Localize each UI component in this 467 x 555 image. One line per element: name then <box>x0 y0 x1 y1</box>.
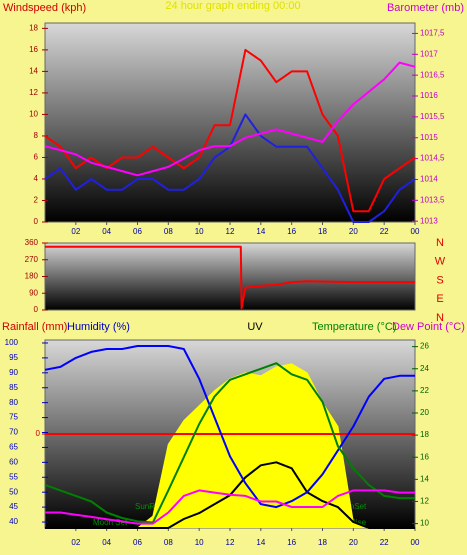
y-tick-label: 90 <box>9 368 18 377</box>
x-tick-label: 08 <box>164 538 173 547</box>
direction-label: W <box>435 256 446 268</box>
x-tick-label: 10 <box>195 538 204 547</box>
x-tick-label: 20 <box>349 538 358 547</box>
y2-tick-label: 1014 <box>420 175 438 184</box>
y-tick-label: 18 <box>29 23 38 32</box>
y2-tick-label: 1013,5 <box>420 195 445 204</box>
x-tick-label: 16 <box>287 227 296 236</box>
x-tick-label: 10 <box>195 227 204 236</box>
y-tick-label: 40 <box>9 517 18 526</box>
y-tick-label: 10 <box>29 110 38 119</box>
x-tick-label: 00 <box>411 227 420 236</box>
direction-label: S <box>436 274 443 286</box>
direction-label: N <box>436 237 444 249</box>
y-tick-label: 4 <box>34 174 39 183</box>
y2-tick-label: 14 <box>420 474 429 483</box>
y-tick-label: 55 <box>9 472 18 481</box>
x-tick-label: 18 <box>318 227 327 236</box>
y-tick-label: 65 <box>9 443 18 452</box>
x-tick-label: 06 <box>133 227 142 236</box>
y2-tick-label: 1016,5 <box>420 70 445 79</box>
annotation: Moon Set <box>93 518 128 527</box>
humidity-label: Humidity (%) <box>67 321 130 333</box>
x-tick-label: 08 <box>164 227 173 236</box>
x-tick-label: 02 <box>71 227 80 236</box>
y-tick-label: 60 <box>9 457 18 466</box>
annotation: SunRise <box>135 502 166 511</box>
x-tick-label: 04 <box>102 538 111 547</box>
series-line <box>44 362 415 524</box>
direction-label: E <box>436 293 443 305</box>
y2-tick-label: 24 <box>420 364 429 373</box>
x-tick-label: 06 <box>133 538 142 547</box>
y-tick-label: 75 <box>9 413 18 422</box>
y2-tick-label: 1016 <box>420 91 438 100</box>
y2-tick-label: 1013 <box>420 216 438 225</box>
y2-tick-label: 26 <box>420 342 429 351</box>
x-tick-label: 14 <box>256 227 265 236</box>
y-tick-label: 45 <box>9 502 18 511</box>
rain-label: Rainfall (mm) <box>2 321 67 333</box>
dewpoint-label: Dew Point (°C) <box>392 321 465 333</box>
x-tick-label: 22 <box>380 538 389 547</box>
uv-label: UV <box>247 321 263 333</box>
y3-tick-label: 0 <box>36 429 41 438</box>
y2-tick-label: 22 <box>420 386 429 395</box>
y2-tick-label: 18 <box>420 430 429 439</box>
y-tick-label: 0 <box>34 305 39 314</box>
y-tick-label: 12 <box>29 88 38 97</box>
y-tick-label: 90 <box>29 288 38 297</box>
y-tick-label: 70 <box>9 428 18 437</box>
barometer-label: Barometer (mb) <box>387 2 464 14</box>
title: 24 hour graph ending 00:00 <box>165 0 300 12</box>
x-tick-label: 12 <box>226 538 235 547</box>
y-tick-label: 2 <box>34 196 39 205</box>
y-tick-label: 6 <box>34 153 39 162</box>
y2-tick-label: 1015,5 <box>420 112 445 121</box>
y2-tick-label: 1017 <box>420 49 438 58</box>
y-tick-label: 0 <box>34 217 39 226</box>
series-line <box>44 48 416 213</box>
x-tick-label: 04 <box>102 227 111 236</box>
series-line <box>45 245 415 310</box>
wind-label: Windspeed (kph) <box>3 2 86 14</box>
y-tick-label: 85 <box>9 383 18 392</box>
x-tick-label: 18 <box>318 538 327 547</box>
y2-tick-label: 20 <box>420 408 429 417</box>
y-tick-label: 14 <box>29 67 38 76</box>
y2-tick-label: 12 <box>420 497 429 506</box>
x-tick-label: 02 <box>71 538 80 547</box>
y-tick-label: 180 <box>25 272 39 281</box>
x-tick-label: 14 <box>256 538 265 547</box>
y2-tick-label: 1017,5 <box>420 29 445 38</box>
y2-tick-label: 16 <box>420 452 429 461</box>
temperature-label: Temperature (°C) <box>312 321 396 333</box>
y2-tick-label: 1014,5 <box>420 154 445 163</box>
y-tick-label: 95 <box>9 353 18 362</box>
y-tick-label: 360 <box>25 238 39 247</box>
y-tick-label: 50 <box>9 487 18 496</box>
x-tick-label: 20 <box>349 227 358 236</box>
x-tick-label: 16 <box>287 538 296 547</box>
y2-tick-label: 10 <box>420 519 429 528</box>
x-tick-label: 12 <box>226 227 235 236</box>
x-tick-label: 00 <box>411 538 420 547</box>
direction-label: N <box>436 312 444 324</box>
x-tick-label: 22 <box>380 227 389 236</box>
y-tick-label: 100 <box>5 338 19 347</box>
series-line <box>44 61 416 177</box>
y-tick-label: 80 <box>9 398 18 407</box>
annotation: SunSet <box>340 502 367 511</box>
y-tick-label: 16 <box>29 45 38 54</box>
y2-tick-label: 1015 <box>420 133 438 142</box>
y-tick-label: 8 <box>34 131 39 140</box>
y-tick-label: 270 <box>25 255 39 264</box>
plot-area <box>44 242 416 311</box>
series-line <box>45 489 415 525</box>
series-line <box>44 345 415 509</box>
